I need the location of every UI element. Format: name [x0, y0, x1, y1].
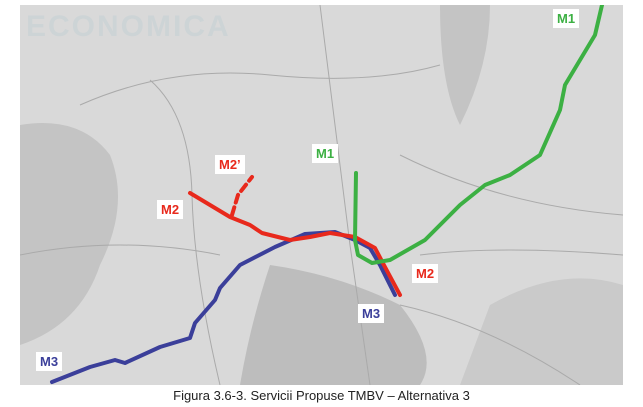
terrain — [20, 5, 623, 385]
label-m2-west: M2 — [157, 200, 184, 219]
transit-lines — [50, 5, 604, 384]
label-m3-east: M3 — [358, 304, 385, 323]
line-m1 — [353, 5, 604, 265]
label-m1-center: M1 — [312, 144, 339, 163]
watermark-logo: ECONOMICA — [26, 10, 231, 43]
label-m2-prime: M2’ — [215, 155, 245, 174]
figure-caption: Figura 3.6-3. Servicii Propuse TMBV – Al… — [173, 388, 470, 403]
label-m2-east: M2 — [412, 264, 439, 283]
line-m2 — [188, 191, 402, 297]
line-m2-prime — [230, 175, 254, 217]
line-m3 — [50, 230, 397, 384]
label-m3-west: M3 — [36, 352, 63, 371]
label-m1-north: M1 — [553, 9, 580, 28]
map-canvas — [20, 5, 623, 385]
